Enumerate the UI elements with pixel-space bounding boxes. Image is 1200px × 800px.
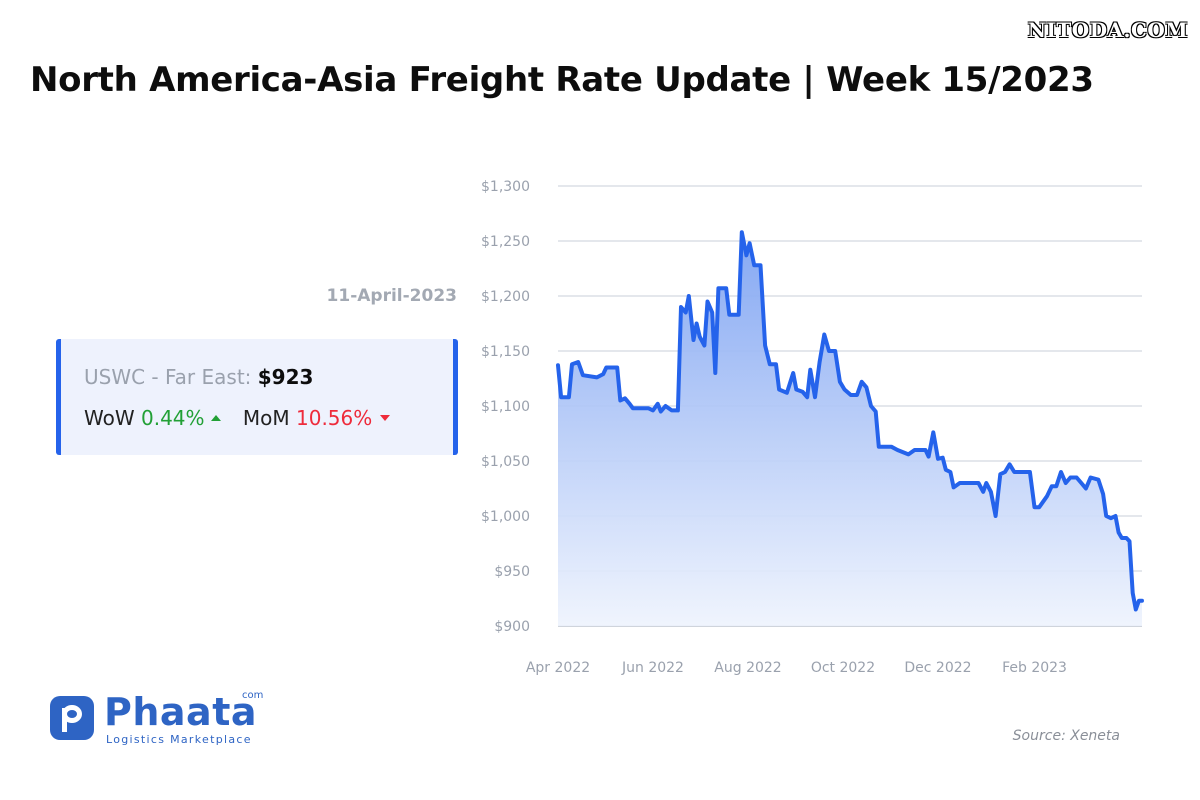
date-label: 11-April-2023 bbox=[326, 286, 457, 306]
change-line: WoW 0.44% MoM 10.56% bbox=[84, 406, 391, 430]
source-note: Source: Xeneta bbox=[1012, 728, 1120, 744]
freight-rate-chart: $900 $950 $1,000 $1,050 $1,100 $1,150 $1,200 $1… bbox=[481, 179, 1144, 676]
y-tick-label: $1,150 bbox=[481, 344, 530, 360]
x-tick-label: Oct 2022 bbox=[811, 660, 875, 676]
y-tick-label: $900 bbox=[494, 619, 530, 635]
x-tick-label: Jun 2022 bbox=[621, 660, 684, 676]
logo-name: Phaata bbox=[104, 690, 257, 734]
triangle-up-icon bbox=[210, 415, 221, 421]
series-area bbox=[558, 232, 1142, 626]
y-tick-label: $950 bbox=[494, 564, 530, 580]
y-tick-label: $1,300 bbox=[481, 179, 530, 195]
wow-label: WoW bbox=[84, 406, 135, 430]
x-tick-label: Dec 2022 bbox=[904, 660, 971, 676]
route-label: USWC - Far East: bbox=[84, 365, 252, 389]
x-tick-label: Aug 2022 bbox=[714, 660, 781, 676]
y-tick-label: $1,000 bbox=[481, 509, 530, 525]
x-tick-label: Feb 2023 bbox=[1002, 660, 1067, 676]
mom-label: MoM bbox=[242, 406, 290, 430]
y-tick-label: $1,250 bbox=[481, 234, 530, 250]
logo-p-icon bbox=[50, 696, 94, 740]
watermark-text: NITODA.COM bbox=[1027, 18, 1188, 42]
route-price: $923 bbox=[257, 365, 314, 389]
phaata-logo: Phaata com Logistics Marketplace bbox=[48, 690, 288, 750]
y-tick-label: $1,200 bbox=[481, 289, 530, 305]
rate-summary-card: USWC - Far East: $923 WoW 0.44% MoM 10.5… bbox=[56, 339, 458, 455]
logo-tagline: Logistics Marketplace bbox=[106, 733, 252, 746]
route-line: USWC - Far East: $923 bbox=[84, 365, 313, 389]
y-tick-label: $1,050 bbox=[481, 454, 530, 470]
x-tick-label: Apr 2022 bbox=[526, 660, 590, 676]
series-line bbox=[556, 230, 1144, 612]
triangle-down-icon bbox=[380, 415, 391, 421]
y-axis: $900 $950 $1,000 $1,050 $1,100 $1,150 $1,200 $1… bbox=[481, 179, 530, 635]
y-tick-label: $1,100 bbox=[481, 399, 530, 415]
logo-suffix: com bbox=[242, 690, 264, 701]
wow-value: 0.44% bbox=[140, 406, 205, 430]
x-axis: Apr 2022 Jun 2022 Aug 2022 Oct 2022 Dec 2022… bbox=[526, 660, 1067, 676]
page-title: North America-Asia Freight Rate Update |… bbox=[30, 60, 1094, 100]
mom-value: 10.56% bbox=[296, 406, 373, 430]
